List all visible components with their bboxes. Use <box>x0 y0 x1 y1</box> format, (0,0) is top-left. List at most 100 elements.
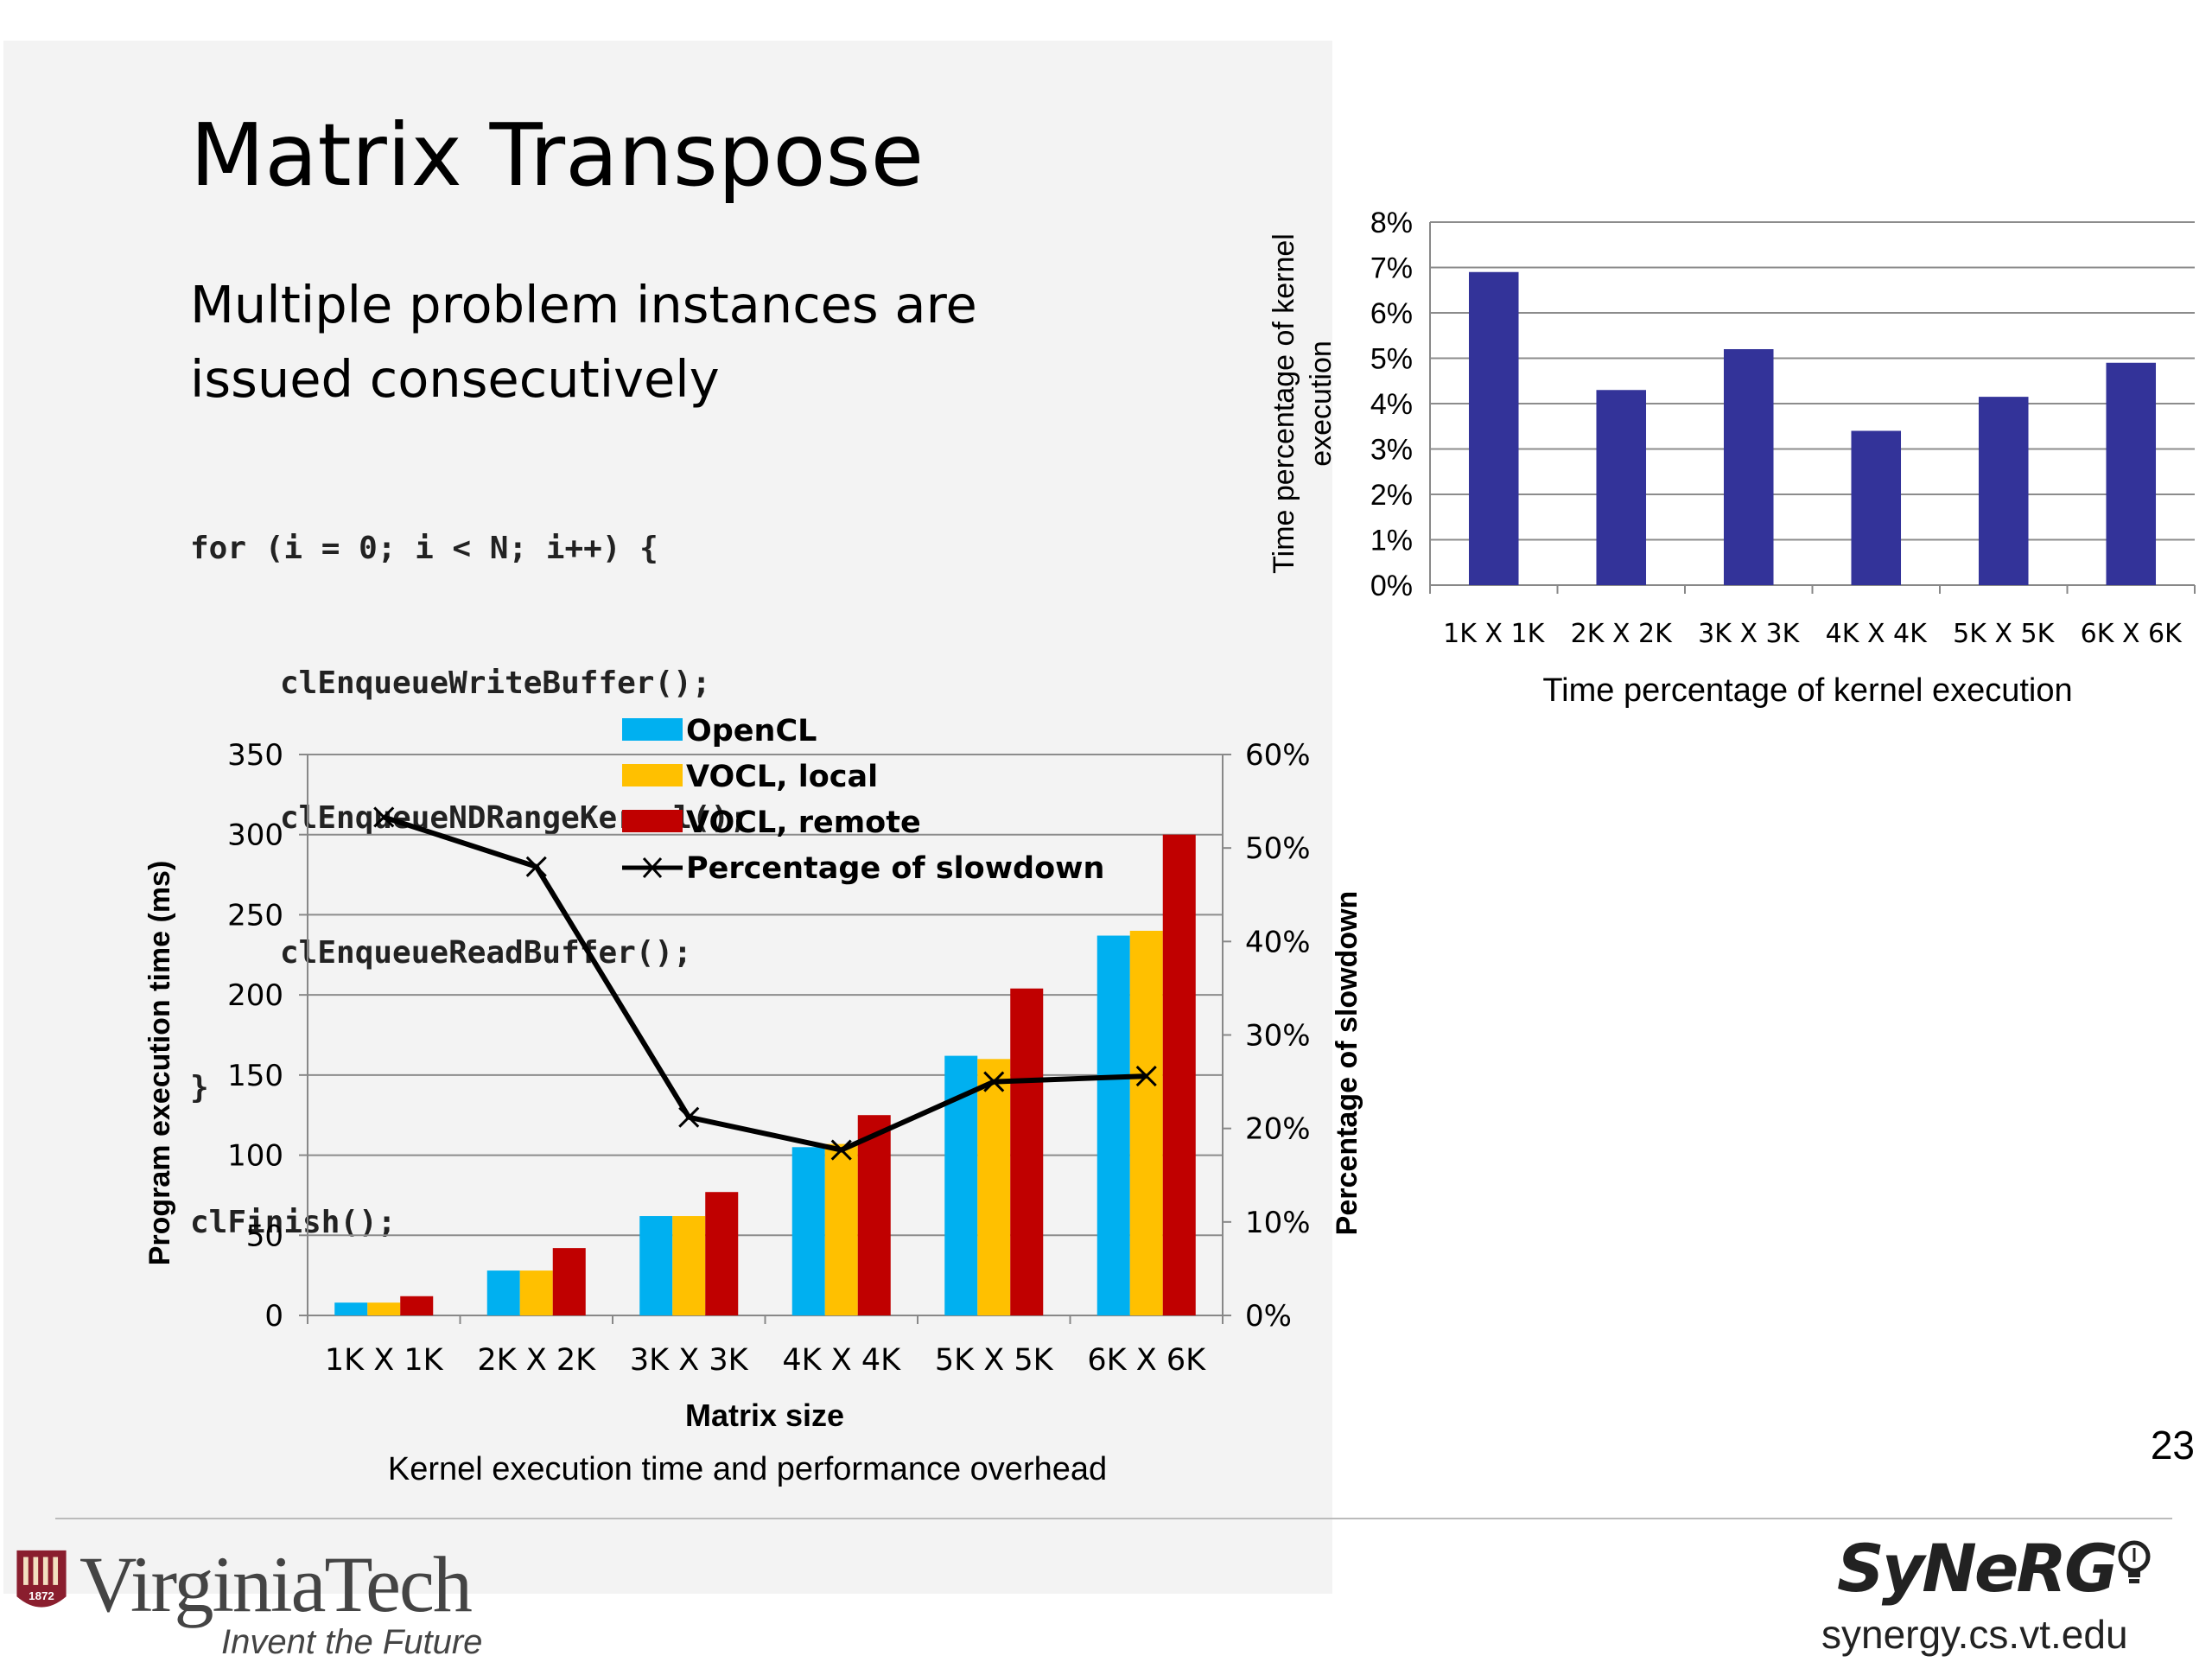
chart2-x-tick-label: 4K X 4K <box>782 1343 901 1378</box>
chart1-title: Time percentage of kernel execution <box>1542 672 2072 709</box>
chart2-y-tick-label: 200 <box>227 978 283 1013</box>
chart2-y-tick-label: 150 <box>227 1059 283 1093</box>
chart2-title: Kernel execution time and performance ov… <box>388 1451 1107 1487</box>
chart2-x-tick-label: 3K X 3K <box>630 1343 749 1378</box>
chart2-bar-vocl-local <box>519 1270 553 1315</box>
chart2-y2-tick-label: 30% <box>1245 1019 1311 1054</box>
chart2-bar-vocl-remote <box>1162 834 1196 1315</box>
chart2-x-ticks: 1K X 1K 2K X 2K 3K X 3K 4K X 4K 5K X 5K 6K X … <box>325 1343 1206 1378</box>
chart2-slowdown-marker <box>830 1139 852 1161</box>
chart2-legend-label: OpenCL <box>686 714 817 748</box>
chart1-bar <box>1723 349 1774 585</box>
chart2-y2-ticks: 0% 10% 20% 30% 40% 50% 60% <box>1245 738 1311 1334</box>
chart2-bar-opencl <box>639 1216 673 1315</box>
chart1-bars <box>1468 271 2157 585</box>
chart1-y-tick-label: 0% <box>1370 570 1413 602</box>
chart2-bar-opencl <box>791 1147 825 1315</box>
chart2-y-tick-label: 100 <box>227 1139 283 1174</box>
page-number: 23 <box>2150 1423 2195 1468</box>
chart1-y-ticks: 0% 1% 2% 3% 4% 5% 6% 7% 8% <box>1370 207 1413 602</box>
chart2-bar-vocl-local <box>824 1143 858 1315</box>
chart2-x-tick-label: 6K X 6K <box>1087 1343 1206 1378</box>
chart2-x-tick-label: 1K X 1K <box>325 1343 444 1378</box>
chart2-grid <box>299 754 1231 1324</box>
chart2-y-axis-label: Program execution time (ms) <box>143 861 176 1266</box>
chart2-y-tick-label: 350 <box>227 738 283 773</box>
chart2-bar-vocl-remote <box>400 1296 434 1315</box>
chart2-bars <box>334 834 1196 1315</box>
chart2-bar-vocl-local <box>367 1302 401 1315</box>
chart2-y-tick-label: 250 <box>227 898 283 933</box>
chart1-y-tick-label: 1% <box>1370 525 1413 557</box>
synergy-logo: SyNeRG <box>1837 1530 2151 1607</box>
chart1-x-tick-label: 5K X 5K <box>1953 619 2055 649</box>
chart1-x-ticks: 1K X 1K 2K X 2K 3K X 3K 4K X 4K 5K X 5K 6K X … <box>1443 619 2183 649</box>
chart2-slowdown-marker <box>678 1106 700 1128</box>
chart1-bar <box>2106 362 2157 585</box>
chart1-y-tick-label: 7% <box>1370 252 1413 285</box>
virginia-tech-logo: 1872 VirginiaTech Invent the Future <box>14 1540 532 1661</box>
chart2-legend-swatch <box>622 810 683 832</box>
chart2-legend: OpenCL VOCL, local VOCL, remote Percentage … <box>622 714 1104 886</box>
code-line: clEnqueueReadBuffer(); <box>280 935 692 971</box>
chart2-legend-swatch <box>622 718 683 741</box>
chart1-y-tick-label: 2% <box>1370 479 1413 512</box>
chart2-y-tick-label: 50 <box>246 1219 283 1253</box>
chart2-y2-tick-label: 40% <box>1245 925 1311 959</box>
chart2-slowdown-line <box>373 806 1157 1161</box>
chart2-bar-opencl <box>1096 935 1130 1315</box>
chart1-bar <box>1978 397 2029 585</box>
chart2-slowdown-marker <box>373 806 395 828</box>
chart2-legend-swatch <box>622 764 683 786</box>
chart1-y-axis-label: Time percentage of kernel <box>1268 233 1300 574</box>
chart1-y-axis-label-line2: execution <box>1305 341 1338 467</box>
chart2-x-tick-label: 5K X 5K <box>935 1343 1054 1378</box>
chart2-y2-tick-label: 60% <box>1245 738 1311 773</box>
chart2-y2-tick-label: 50% <box>1245 831 1311 866</box>
chart1-y-tick-label: 8% <box>1370 207 1413 239</box>
execution-time-chart: 0 50 100 150 200 250 300 350 0% 10% 20% 30% 40% 50% 6… <box>143 714 1363 1487</box>
chart2-slowdown-marker <box>525 856 547 877</box>
chart2-bar-vocl-remote <box>1010 988 1044 1315</box>
chart1-x-tick-label: 4K X 4K <box>1826 619 1928 649</box>
chart1-y-tick-label: 3% <box>1370 434 1413 467</box>
code-line: for (i = 0; i < N; i++) { <box>190 531 658 566</box>
chart2-y-tick-label: 0 <box>264 1299 283 1334</box>
synergy-url: synergy.cs.vt.edu <box>1821 1612 2128 1657</box>
chart2-legend-label: VOCL, remote <box>686 806 921 840</box>
footer-divider <box>55 1518 2172 1519</box>
chart1-x-tick-label: 6K X 6K <box>2081 619 2183 649</box>
lightbulb-icon <box>2118 1540 2151 1583</box>
chart2-y2-tick-label: 10% <box>1245 1206 1311 1240</box>
vt-shield-icon: 1872 <box>16 1550 67 1608</box>
chart2-y-ticks: 0 50 100 150 200 250 300 350 <box>227 738 283 1334</box>
chart2-legend-marker <box>642 856 663 879</box>
synergy-logo-name: SyNeRG <box>1837 1530 2118 1607</box>
chart2-x-axis-label: Matrix size <box>685 1398 844 1433</box>
kernel-percentage-chart: 0% 1% 2% 3% 4% 5% 6% 7% 8% 1K X 1K 2K X 2K 3K X 3K… <box>1268 207 2196 709</box>
chart1-x-tick-label: 3K X 3K <box>1698 619 1800 649</box>
chart2-y2-tick-label: 20% <box>1245 1112 1311 1147</box>
code-line: } <box>190 1070 209 1105</box>
chart2-slowdown-polyline <box>383 814 1147 1153</box>
chart1-bar <box>1468 271 1519 585</box>
chart2-y-tick-label: 300 <box>227 818 283 853</box>
vt-logo-tagline: Invent the Future <box>221 1623 483 1661</box>
chart1-y-tick-label: 6% <box>1370 297 1413 330</box>
slide-title: Matrix Transpose <box>190 105 925 206</box>
chart1-grid <box>1429 221 2196 594</box>
chart2-legend-label: VOCL, local <box>686 760 878 794</box>
chart2-x-tick-label: 2K X 2K <box>477 1343 596 1378</box>
chart1-y-tick-label: 4% <box>1370 388 1413 421</box>
chart2-bar-vocl-local <box>672 1216 706 1315</box>
slide-subtitle: Multiple problem instances are issued co… <box>190 275 977 409</box>
vt-year: 1872 <box>29 1589 54 1602</box>
code-line: clEnqueueWriteBuffer(); <box>280 665 711 701</box>
chart1-bar <box>1851 430 1902 585</box>
chart1-x-tick-label: 2K X 2K <box>1571 619 1673 649</box>
chart2-bar-vocl-remote <box>552 1248 586 1315</box>
chart2-bar-vocl-remote <box>705 1192 739 1315</box>
chart2-bar-vocl-local <box>1129 930 1163 1315</box>
chart2-y2-tick-label: 0% <box>1245 1299 1292 1334</box>
chart2-slowdown-marker <box>1135 1066 1157 1087</box>
